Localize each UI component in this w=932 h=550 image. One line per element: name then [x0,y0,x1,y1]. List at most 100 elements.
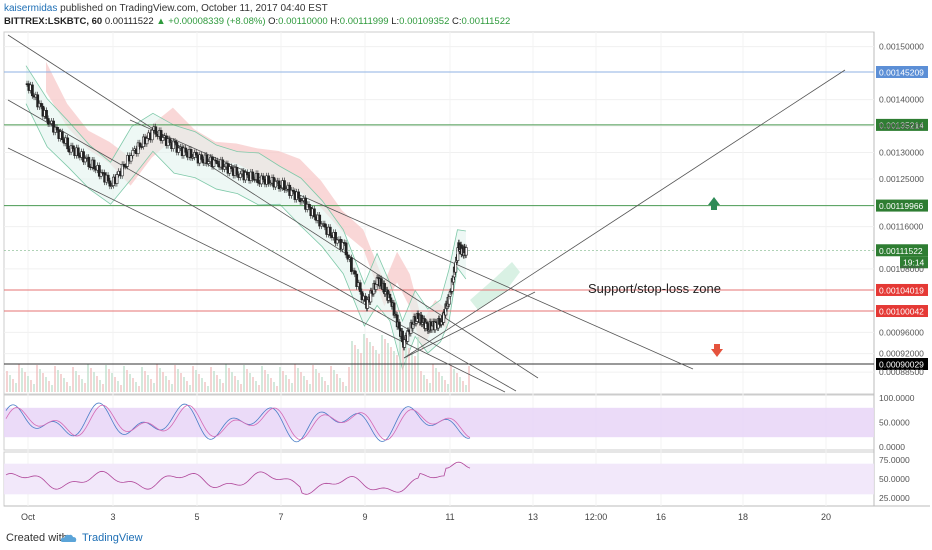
y-tick-label: 0.00140000 [879,95,924,105]
volume-bar [357,349,359,392]
volume-bar [327,385,329,392]
volume-bar [315,369,317,392]
volume-bar [291,383,293,392]
volume-bar [282,371,284,392]
volume-bar [420,371,422,392]
volume-bar [36,365,38,392]
volume-bar [375,350,377,392]
candle-body [298,198,302,203]
volume-bar [171,384,173,392]
volume-bar [201,378,203,392]
volume-bar [144,371,146,392]
candle-body [177,147,181,153]
volume-bar [93,372,95,392]
created-with-text: Created with [6,532,68,544]
candle-body [344,242,348,256]
level-tag [876,358,928,370]
open-value: 0.00110000 [278,16,328,27]
candle-body [115,174,119,184]
candle-body [246,172,249,176]
c-label: C: [452,16,462,27]
volume-bar [51,385,53,392]
level-tag-label: 0.00090029 [879,360,924,370]
volume-bar [465,385,467,392]
volume-bar [177,369,179,392]
volume-bar [309,384,311,392]
volume-bar [264,370,266,392]
level-tag [876,305,928,318]
volume-bar [225,364,227,392]
horizontal-levels[interactable]: 0.00145209 0.00135214 0.00119966 0.00111522… [4,66,928,370]
candle-body [304,197,307,210]
volume-bar [99,380,101,392]
candle-body [83,158,87,163]
candle-body [110,185,114,187]
level-tag [876,244,928,257]
volume-bar [84,383,86,392]
volume-bar [216,375,218,392]
volume-bar [303,376,305,392]
low-value: 0.00109352 [399,16,450,27]
candle-body [159,130,163,141]
volume-bar [252,377,254,392]
volume-bar [270,378,272,392]
tradingview-link[interactable]: TradingView [82,532,143,544]
volume-bar [423,375,425,392]
volume-bar [339,378,341,392]
candle-body [274,181,278,188]
l-label: L: [391,16,400,27]
volume-bar [405,344,407,392]
volume-bar [393,351,395,392]
volume-bar [183,377,185,392]
candles [25,80,468,351]
y-tick-label: 0.00096000 [879,327,924,337]
volume-bar [279,367,281,392]
volume-bar [237,380,239,392]
volume-bar [63,378,65,392]
x-tick-label: 5 [194,512,199,522]
volume-bar [372,346,374,392]
volume-bar [207,386,209,392]
volume-bar [450,365,452,392]
candle-body [341,242,344,250]
level-tag [876,283,928,296]
volume-bar [102,384,104,392]
countdown-tag [900,256,928,269]
footer: Created with TradingView [0,525,932,550]
price-chart[interactable]: 0.00145209 0.00135214 0.00119966 0.00111522… [0,0,932,525]
candle-body [76,147,80,156]
volume-bar [96,376,98,392]
candle-body [108,180,112,187]
band-upper [25,65,466,323]
volume-bar [453,369,455,392]
rsi-lines: 100.0000 50.0000 0.0000 [4,393,915,452]
y-tick-label: 0.00135000 [879,121,924,131]
stoch-d [5,404,471,441]
volume-bar [138,386,140,392]
volume-bar [30,380,32,392]
candle-body [228,166,232,174]
trend-lines[interactable] [7,34,846,393]
volume-bar [414,356,416,392]
volume-bar [129,374,131,392]
level-tag [876,66,928,78]
candle-body [124,165,128,168]
candle-body [358,282,362,292]
volume-bar [456,373,458,392]
volume-bar [123,366,125,392]
y-tick-label: 0.00130000 [879,147,924,157]
volume-bar [174,365,176,392]
volume-bar [228,368,230,392]
lower-tick-label: 25.0000 [879,493,910,503]
support-zone-annotation[interactable]: Support/stop-loss zone [588,281,721,296]
candle-body [52,120,55,133]
volume-bar [240,384,242,392]
x-tick-label: 13 [528,512,538,522]
volume-bar [27,376,29,392]
candle-body [82,151,85,163]
author-link[interactable]: kaisermidas [4,3,58,14]
volume-bar [267,374,269,392]
candle-body [173,140,177,143]
countdown-label: 19:14 [903,257,925,267]
candle-body [355,273,359,287]
